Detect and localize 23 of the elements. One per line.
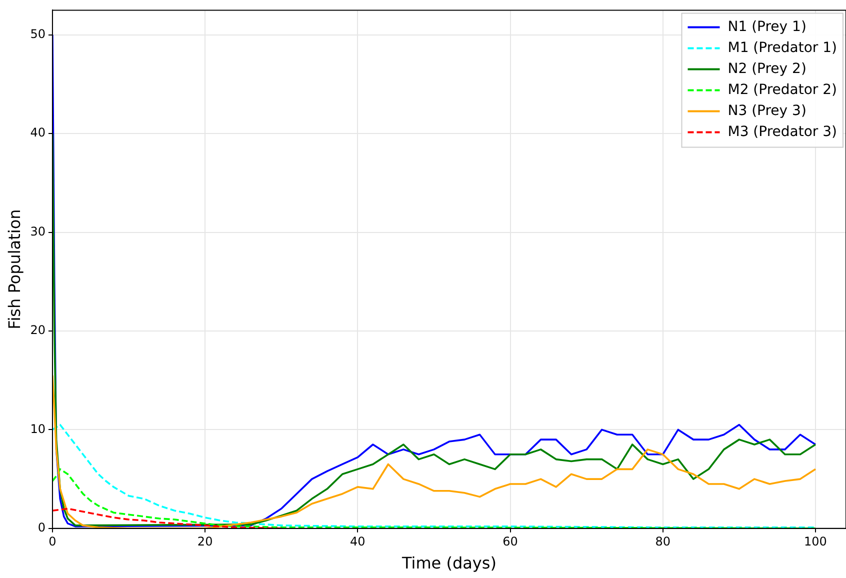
x-tick-label: 40	[350, 534, 366, 549]
legend-label: M3 (Predator 3)	[728, 124, 838, 140]
y-tick-label: 40	[30, 126, 46, 140]
x-tick-label: 100	[804, 534, 827, 549]
line-series	[52, 424, 816, 528]
y-tick-label: 50	[30, 27, 46, 41]
line-series	[52, 468, 816, 528]
y-tick-label: 30	[30, 224, 46, 238]
x-tick-label: 0	[48, 534, 56, 549]
x-tick-label: 20	[197, 534, 213, 549]
x-axis-title: Time (days)	[400, 554, 496, 573]
legend-label: N2 (Prey 2)	[728, 60, 806, 77]
x-tick-label: 60	[502, 534, 518, 549]
line-series	[52, 508, 282, 528]
legend-label: M1 (Predator 1)	[728, 40, 838, 56]
y-tick-label: 0	[38, 520, 46, 535]
y-tick-label: 10	[30, 422, 46, 436]
legend-label: M2 (Predator 2)	[728, 82, 838, 98]
y-axis-title: Fish Population	[4, 209, 24, 330]
y-tick-label: 20	[30, 323, 46, 338]
legend-label: N1 (Prey 1)	[728, 18, 806, 35]
legend-label: N3 (Prey 3)	[728, 102, 806, 119]
x-tick-label: 80	[655, 534, 671, 549]
